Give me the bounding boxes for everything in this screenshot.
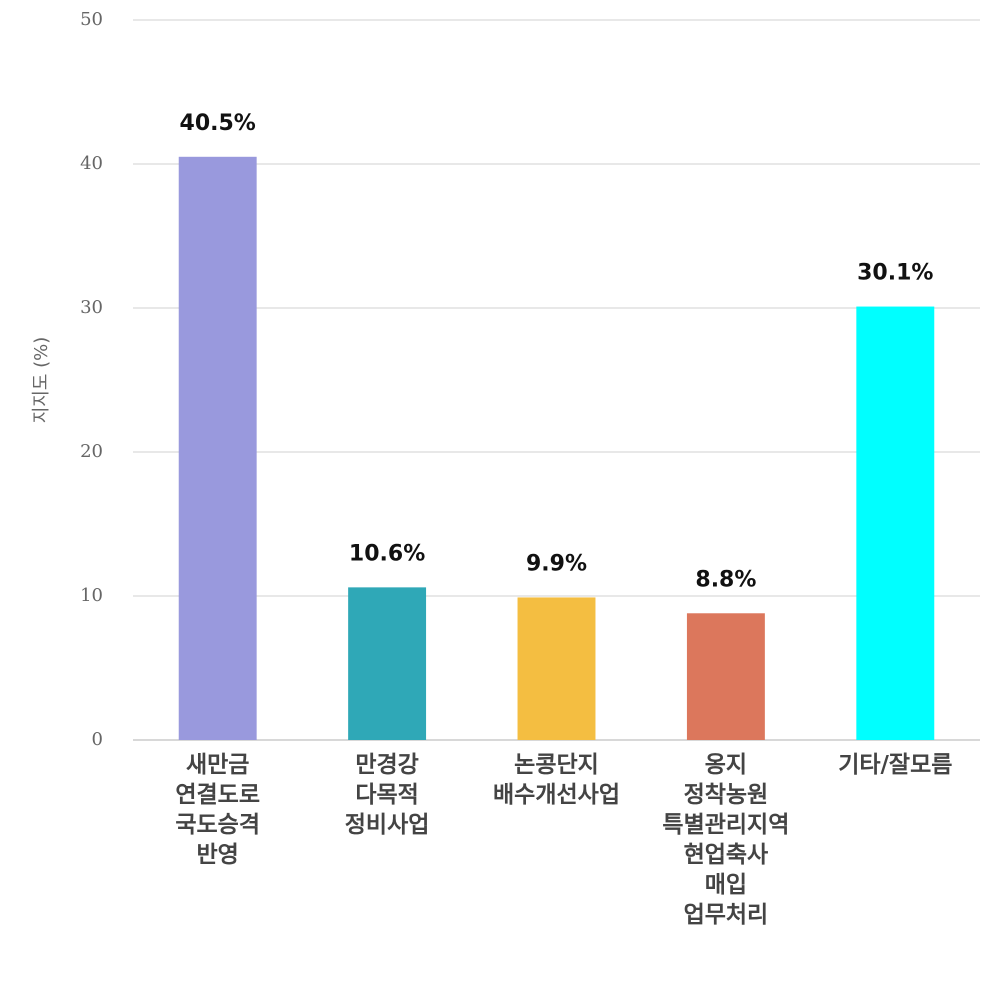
x-tick-label: 기타/잘모름 [838, 752, 953, 778]
value-label: 8.8% [695, 567, 756, 592]
y-tick-label: 10 [80, 585, 103, 606]
value-label: 9.9% [526, 551, 587, 576]
bar [686, 613, 765, 740]
x-tick-label: 새만금 연결도로 국도승격 반영 [175, 752, 260, 868]
value-label: 10.6% [349, 541, 425, 566]
y-tick-label: 0 [92, 729, 103, 750]
value-label: 30.1% [857, 261, 933, 286]
y-tick-label: 30 [80, 297, 103, 318]
y-tick-label: 40 [80, 153, 103, 174]
y-tick-label: 20 [80, 441, 103, 462]
y-tick-label: 50 [80, 9, 103, 30]
y-axis-label: 지지도 (%) [31, 337, 52, 424]
bar [178, 156, 257, 741]
bar [348, 587, 427, 740]
x-tick-label: 옹지 정착농원 특별관리지역 현업축사 매입 업무처리 [662, 752, 790, 928]
x-tick-label: 만경강 다목적 정비사업 [344, 752, 430, 838]
bar [517, 597, 596, 740]
bar [856, 306, 935, 740]
x-tick-label: 논콩단지 배수개선사업 [493, 752, 620, 808]
value-label: 40.5% [180, 111, 256, 136]
